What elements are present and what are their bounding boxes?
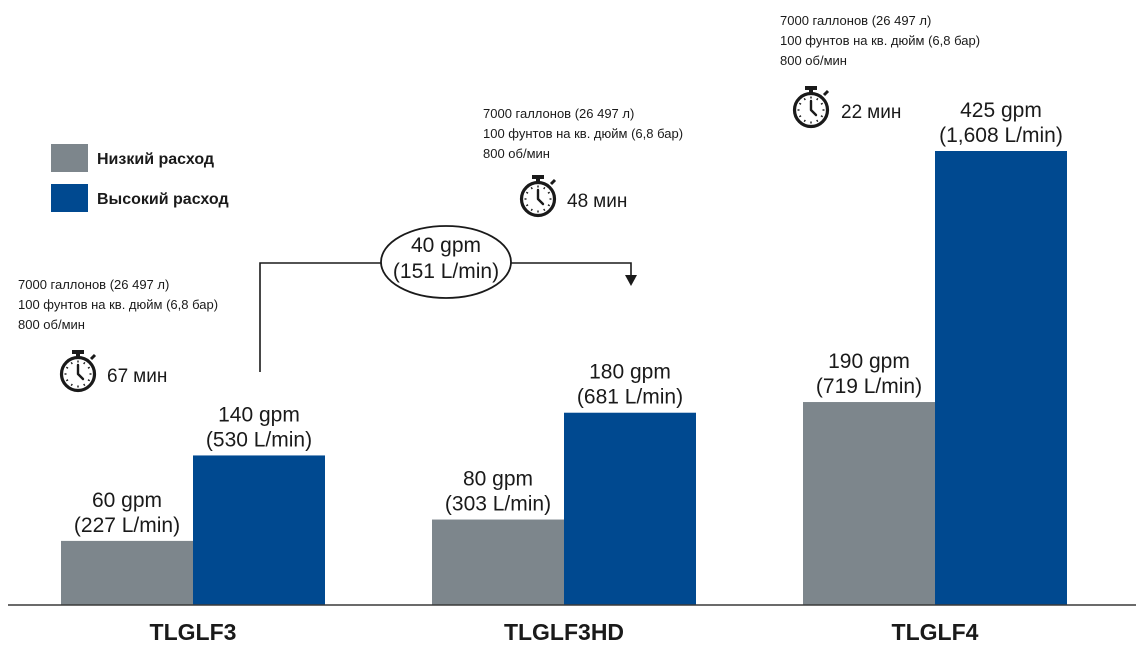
stopwatch-icon — [792, 86, 830, 129]
condition-line: 800 об/мин — [780, 53, 847, 68]
stopwatch-icon — [59, 350, 97, 393]
conditions-note-tlglf3hd: 7000 галлонов (26 497 л) 100 фунтов на кв… — [483, 106, 683, 218]
fill-time-unit: мин — [867, 102, 901, 123]
difference-lpm: (151 L/min) — [393, 260, 499, 283]
data-label-lpm: (530 L/min) — [206, 428, 312, 451]
fill-time-value: 22 — [841, 102, 862, 123]
data-label-gpm: 60 gpm — [92, 489, 162, 512]
fill-time: 67 мин — [107, 366, 167, 387]
condition-line: 7000 галлонов (26 497 л) — [780, 13, 931, 28]
difference-ellipse — [380, 225, 512, 299]
connector-left — [259, 262, 381, 372]
data-label-gpm: 190 gpm — [828, 350, 910, 373]
category-label-tlglf3hd: TLGLF3HD — [504, 619, 624, 645]
bar-tlglf4-low — [803, 402, 935, 605]
bar-tlglf3-high — [193, 455, 325, 605]
data-label-gpm: 180 gpm — [589, 361, 671, 384]
conditions-note-tlglf3: 7000 галлонов (26 497 л) 100 фунтов на кв… — [18, 277, 218, 393]
data-label-gpm: 80 gpm — [463, 468, 533, 491]
fill-time-unit: мин — [133, 366, 167, 387]
category-labels-layer: TLGLF3 TLGLF3HD TLGLF4 — [150, 619, 979, 645]
bar-tlglf3hd-high — [564, 412, 696, 605]
data-label-lpm: (1,608 L/min) — [939, 124, 1063, 147]
data-label-lpm: (681 L/min) — [577, 386, 683, 409]
data-label-gpm: 425 gpm — [960, 99, 1042, 122]
condition-line: 800 об/мин — [483, 146, 550, 161]
condition-line: 800 об/мин — [18, 317, 85, 332]
conditions-notes-layer: 7000 галлонов (26 497 л) 100 фунтов на кв… — [18, 13, 980, 393]
data-label-lpm: (719 L/min) — [816, 375, 922, 398]
fill-time-value: 48 — [567, 191, 588, 212]
fill-time-unit: мин — [593, 191, 627, 212]
data-label-gpm: 140 gpm — [218, 403, 300, 426]
condition-line: 100 фунтов на кв. дюйм (6,8 бар) — [483, 126, 683, 141]
difference-gpm: 40 gpm — [411, 234, 481, 257]
arrow-down-icon — [625, 275, 637, 286]
conditions-note-tlglf4: 7000 галлонов (26 497 л) 100 фунтов на кв… — [780, 13, 980, 129]
condition-line: 100 фунтов на кв. дюйм (6,8 бар) — [18, 297, 218, 312]
condition-line: 7000 галлонов (26 497 л) — [483, 106, 634, 121]
bars-layer — [61, 151, 1067, 605]
fill-time: 48 мин — [567, 191, 627, 212]
data-label-lpm: (227 L/min) — [74, 514, 180, 537]
bar-tlglf3-low — [61, 540, 193, 605]
condition-line: 100 фунтов на кв. дюйм (6,8 бар) — [780, 33, 980, 48]
fill-time-value: 67 — [107, 366, 128, 387]
legend: Низкий расход Высокий расход — [51, 144, 229, 212]
fill-time: 22 мин — [841, 102, 901, 123]
legend-label-high: Высокий расход — [97, 191, 229, 208]
stopwatch-icon — [519, 175, 557, 218]
connector-right — [511, 262, 632, 277]
legend-swatch-low — [51, 144, 88, 172]
legend-label-low: Низкий расход — [97, 151, 214, 168]
category-label-tlglf4: TLGLF4 — [892, 619, 979, 645]
condition-line: 7000 галлонов (26 497 л) — [18, 277, 169, 292]
data-label-lpm: (303 L/min) — [445, 493, 551, 516]
difference-annotation: 40 gpm (151 L/min) — [259, 225, 637, 372]
category-label-tlglf3: TLGLF3 — [150, 619, 237, 645]
value-labels-layer: 60 gpm(227 L/min) 140 gpm(530 L/min) 80 gp… — [74, 99, 1063, 537]
legend-swatch-high — [51, 184, 88, 212]
bar-tlglf4-high — [935, 151, 1067, 605]
bar-tlglf3hd-low — [432, 519, 564, 605]
